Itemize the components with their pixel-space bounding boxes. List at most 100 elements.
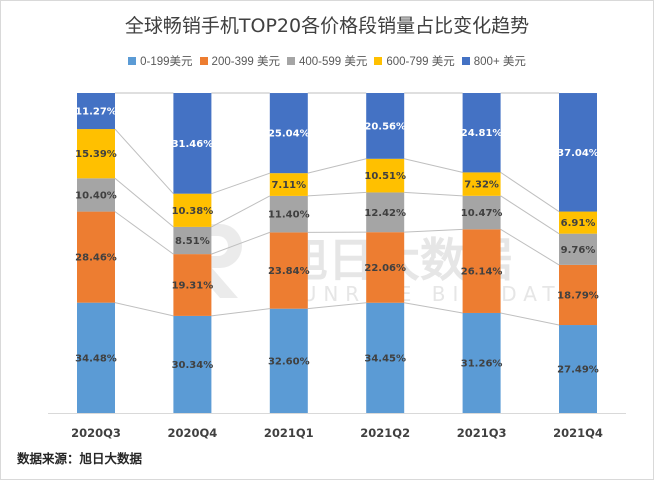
chart-legend: 0-199美元 200-399 美元 400-599 美元 600-799 美元… — [0, 53, 654, 69]
series-line-0 — [307, 302, 367, 310]
legend-item: 400-599 美元 — [286, 53, 367, 69]
bar-segment — [173, 193, 212, 227]
legend-label: 800+ 美元 — [473, 56, 526, 68]
data-label: 34.45% — [364, 353, 406, 364]
x-tick-label: 2021Q4 — [553, 426, 603, 440]
data-label: 7.32% — [464, 180, 499, 191]
x-tick-label: 2021Q2 — [360, 426, 410, 440]
bar-segment — [559, 264, 597, 326]
series-line-2 — [307, 191, 367, 197]
data-label: 24.81% — [461, 128, 503, 139]
data-label: 34.48% — [75, 353, 117, 364]
watermark-en: SUNRISE BIG DATA — [282, 282, 581, 306]
bar-segment — [559, 211, 597, 234]
legend-swatch — [461, 57, 470, 65]
series-line-2 — [500, 195, 560, 235]
data-label: 23.84% — [268, 266, 310, 277]
data-label: 18.79% — [557, 290, 599, 301]
bar-segment — [173, 315, 212, 413]
data-label: 31.46% — [172, 139, 214, 150]
data-label: 10.47% — [461, 208, 503, 219]
bar-segment — [269, 308, 308, 413]
data-label: 7.11% — [271, 180, 306, 191]
data-label: 11.27% — [75, 107, 117, 118]
legend-swatch — [128, 57, 137, 65]
bar-segment — [77, 302, 115, 413]
series-line-1 — [211, 231, 270, 255]
bar-segment — [269, 93, 308, 174]
bar-segment — [366, 302, 405, 413]
data-label: 27.49% — [557, 365, 599, 376]
data-label: 37.04% — [557, 148, 599, 159]
x-tick-label: 2021Q3 — [457, 426, 507, 440]
data-label: 20.56% — [364, 121, 406, 132]
legend-swatch — [286, 57, 295, 65]
series-line-0 — [211, 308, 270, 317]
series-line-0 — [404, 302, 463, 314]
legend-swatch — [199, 57, 208, 65]
bar-segment — [173, 254, 212, 316]
data-label: 10.51% — [364, 171, 406, 182]
series-line-1 — [500, 228, 560, 266]
series-line-3 — [211, 172, 270, 195]
bar-segment — [462, 172, 501, 196]
bar-segment — [77, 93, 115, 130]
series-line-3 — [404, 158, 463, 173]
data-label: 8.51% — [175, 236, 210, 247]
bar-segment — [462, 312, 501, 413]
bar-segment — [559, 325, 597, 413]
legend-label: 0-199美元 — [140, 56, 193, 68]
series-line-2 — [404, 191, 463, 197]
data-label: 26.14% — [461, 267, 503, 278]
bar-segment — [559, 93, 597, 212]
series-line-1 — [114, 211, 174, 255]
series-line-3 — [114, 128, 174, 195]
bar-segment — [462, 229, 501, 313]
legend-swatch — [374, 57, 383, 65]
data-label: 19.31% — [172, 281, 214, 292]
bar-segment — [269, 173, 308, 196]
bar-segment — [173, 226, 212, 255]
legend-item: 200-399 美元 — [199, 53, 280, 69]
data-label: 11.40% — [268, 210, 310, 221]
data-label: 25.04% — [268, 129, 310, 140]
data-label: 9.76% — [561, 245, 596, 256]
legend-item: 600-799 美元 — [374, 53, 455, 69]
bar-segment — [77, 129, 115, 179]
chart-title: 全球畅销手机TOP20各价格段销量占比变化趋势 — [124, 15, 530, 37]
bar-segment — [366, 192, 405, 233]
series-line-3 — [307, 158, 367, 174]
data-labels: 34.48% 28.46% 10.40% 15.39% 11.27% 30.34% 19.3… — [75, 107, 599, 376]
data-label: 6.91% — [561, 218, 596, 229]
bar-segment — [366, 232, 405, 303]
bar-segment — [269, 232, 308, 309]
series-line-0 — [114, 302, 174, 317]
bar-segment — [77, 211, 115, 303]
data-label: 32.60% — [268, 356, 310, 367]
series-line-0 — [500, 312, 560, 326]
bar-segment — [269, 195, 308, 233]
source-note: 数据来源：旭日大数据 — [17, 451, 143, 466]
series-connector-lines — [114, 92, 560, 326]
data-label: 10.38% — [172, 206, 214, 217]
bar-segment — [366, 158, 405, 193]
bars — [77, 93, 597, 413]
x-tick-label: 2020Q4 — [168, 426, 218, 440]
series-line-1 — [404, 228, 463, 233]
x-tick-label: 2021Q1 — [264, 426, 314, 440]
data-label: 12.42% — [364, 208, 406, 219]
data-label: 28.46% — [75, 253, 117, 264]
x-tick-label: 2020Q3 — [71, 426, 121, 440]
series-line-3 — [500, 171, 560, 212]
data-label: 30.34% — [172, 360, 214, 371]
data-label: 22.06% — [364, 263, 406, 274]
legend-item: 800+ 美元 — [461, 53, 526, 69]
bar-segment — [173, 93, 212, 194]
series-line-2 — [114, 177, 174, 228]
legend-label: 600-799 美元 — [386, 56, 455, 68]
bar-segment — [559, 233, 597, 265]
bar-segment — [366, 93, 405, 159]
bar-segment — [462, 93, 501, 173]
legend-label: 200-399 美元 — [211, 56, 280, 68]
data-label: 31.26% — [461, 358, 503, 369]
